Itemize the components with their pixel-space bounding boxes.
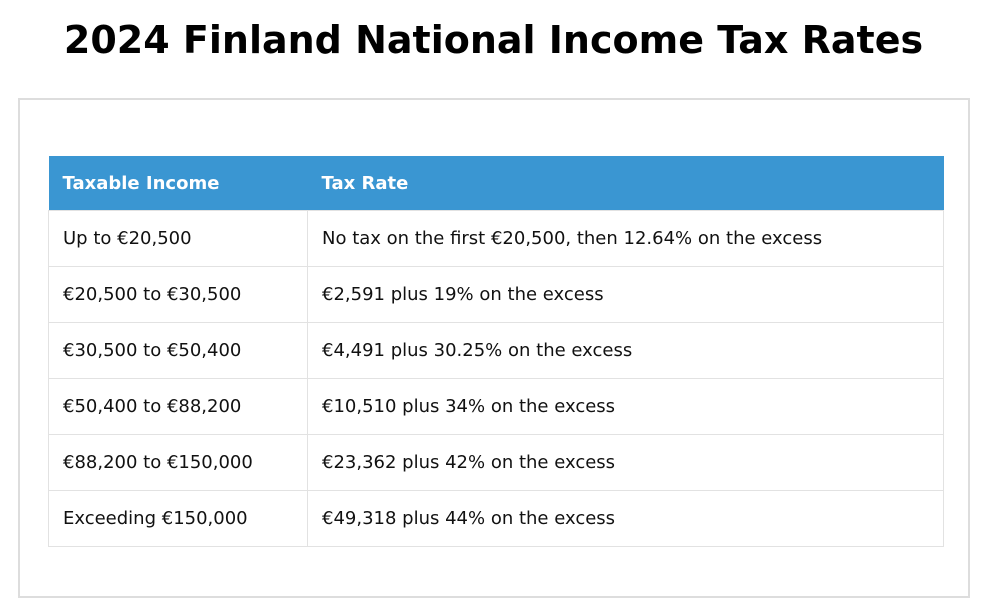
table-cell: €20,500 to €30,500 [48,266,308,323]
column-header: Taxable Income [48,156,308,211]
title: 2024 Finland National Income Tax Rates [63,18,924,62]
table-row: €20,500 to €30,500 €2,591 plus 19% on the… [48,266,944,323]
header-row: Taxable Income Tax Rate [48,156,944,211]
table-cell: Exceeding €150,000 [48,490,308,547]
table-cell: €50,400 to €88,200 [48,378,308,435]
table-row: Exceeding €150,000 €49,318 plus 44% on th… [48,490,944,547]
table-row: €50,400 to €88,200 €10,510 plus 34% on th… [48,378,944,435]
table-cell: No tax on the first €20,500, then 12.64%… [307,210,944,267]
table-cell: €88,200 to €150,000 [48,434,308,491]
table-cell: €49,318 plus 44% on the excess [307,490,944,547]
tax-table: Taxable Income Tax Rate Up to €20,500 No … [48,156,944,547]
table-cell: €30,500 to €50,400 [48,322,308,379]
column-header: Tax Rate [307,156,944,211]
table-cell: €4,491 plus 30.25% on the excess [307,322,944,379]
table-cell: Up to €20,500 [48,210,308,267]
table-cell: €23,362 plus 42% on the excess [307,434,944,491]
table-row: €30,500 to €50,400 €4,491 plus 30.25% on … [48,322,944,379]
table-row: Up to €20,500 No tax on the first €20,500… [48,210,944,267]
table-cell: €10,510 plus 34% on the excess [307,378,944,435]
table-container: Taxable Income Tax Rate Up to €20,500 No … [18,98,970,598]
table-cell: €2,591 plus 19% on the excess [307,266,944,323]
table-row: €88,200 to €150,000 €23,362 plus 42% on t… [48,434,944,491]
